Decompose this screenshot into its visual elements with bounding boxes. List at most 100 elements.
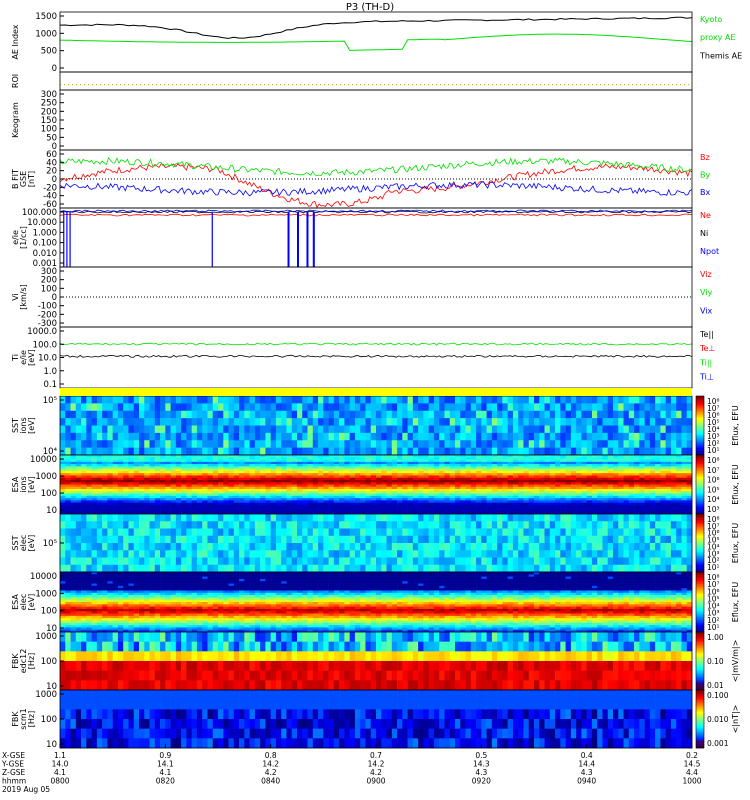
sst-ion-cell — [218, 396, 224, 404]
sst-ion-cell — [307, 403, 314, 412]
esa-ion-cell — [81, 468, 87, 472]
esa-ion-cell — [512, 504, 519, 508]
sst-ion-cell — [223, 418, 229, 426]
esa-ion-cell — [265, 495, 271, 499]
sst-elec-cell — [170, 543, 177, 551]
esa-ion-cell — [212, 466, 219, 469]
sst-ion-cell — [249, 403, 256, 412]
esa-ion-cell — [586, 473, 593, 476]
esa-ion-cell — [586, 461, 593, 465]
esa-ion-cell — [270, 484, 277, 488]
sst-ion-cell — [428, 403, 435, 412]
esa-ion-cell — [181, 461, 187, 465]
sst-elec-cell — [244, 557, 250, 566]
esa-ion-cell — [544, 459, 551, 463]
sst-elec-cell — [60, 543, 66, 551]
esa-ion-cell — [349, 498, 356, 501]
esa-ion-cell — [144, 489, 150, 492]
sst-ion-cell — [275, 410, 282, 419]
esa-ion-cell — [307, 495, 314, 499]
esa-ion-cell — [128, 479, 135, 483]
colorbar-cell-sst_i — [696, 437, 704, 440]
esa-ion-cell — [239, 498, 245, 501]
esa-ion-cell — [133, 459, 140, 463]
esa-ion-cell — [212, 511, 219, 515]
sst-ion-cell — [444, 418, 451, 426]
colorbar-cell-sst_i — [696, 441, 704, 444]
esa-ion-cell — [628, 459, 635, 463]
sst-ion-cell — [523, 418, 530, 426]
sst-elec-cell — [249, 514, 256, 522]
esa-ion-cell — [307, 464, 314, 467]
esa-ion-cell — [344, 482, 350, 485]
esa-ion-cell — [196, 484, 203, 488]
esa-ion-cell — [676, 457, 682, 460]
esa-ion-cell — [460, 498, 466, 501]
esa-ion-cell — [665, 468, 672, 472]
sst-ion-cell — [349, 396, 356, 404]
colorbar-tick-esa_i: 10⁵ — [707, 485, 720, 494]
sst-ion-cell — [555, 410, 561, 419]
esa-ion-cell — [602, 498, 609, 501]
sst-elec-cell — [402, 514, 408, 522]
sst-ion-cell — [607, 418, 614, 426]
colorbar-cell-esa_i — [696, 508, 704, 510]
esa-ion-cell — [86, 459, 92, 463]
esa-ion-cell — [376, 479, 382, 483]
sst-ion-cell — [565, 447, 572, 456]
esa-ion-cell — [260, 482, 266, 485]
colorbar-cell-sst_i — [696, 452, 704, 454]
esa-ion-cell — [239, 470, 245, 474]
esa-ion-cell — [502, 468, 508, 472]
esa-ion-cell — [660, 504, 666, 508]
esa-ion-cell — [344, 455, 350, 458]
sst-elec-cell — [207, 521, 214, 529]
esa-ion-cell — [549, 461, 556, 465]
sst-ion-cell — [128, 440, 135, 448]
esa-ion-cell — [381, 486, 387, 490]
esa-ion-cell — [518, 491, 524, 494]
esa-ion-cell — [407, 493, 414, 497]
sst-ion-cell — [491, 425, 498, 434]
esa-ion-cell — [518, 504, 524, 508]
ytick-label-density: 1.000 — [33, 228, 57, 238]
esa-ion-cell — [402, 507, 408, 510]
esa-ion-cell — [607, 459, 614, 463]
sst-elec-cell — [160, 514, 166, 522]
esa-ion-cell — [655, 504, 661, 508]
esa-ion-cell — [444, 491, 451, 494]
esa-ion-cell — [644, 466, 651, 469]
esa-ion-cell — [244, 457, 250, 460]
esa-ion-cell — [539, 495, 545, 499]
esa-ion-cell — [117, 466, 124, 469]
sst-ion-cell — [391, 403, 398, 412]
sst-elec-cell — [128, 535, 135, 544]
esa-ion-cell — [154, 493, 161, 497]
sst-ion-cell — [618, 440, 624, 448]
sst-elec-cell — [455, 528, 461, 537]
sst-elec-cell — [376, 514, 382, 522]
sst-ion-cell — [397, 447, 403, 456]
sst-ion-cell — [597, 403, 603, 412]
esa-ion-cell — [139, 504, 145, 508]
esa-ion-cell — [576, 484, 582, 488]
sst-ion-cell — [502, 410, 508, 419]
sst-ion-cell — [154, 425, 161, 434]
sst-ion-cell — [576, 403, 582, 412]
esa-ion-cell — [307, 500, 314, 503]
sst-elec-cell — [291, 521, 298, 529]
esa-ion-cell — [507, 459, 514, 463]
esa-ion-cell — [218, 493, 224, 497]
esa-ion-cell — [81, 461, 87, 465]
esa-ion-cell — [386, 498, 393, 501]
esa-ion-cell — [565, 502, 572, 506]
esa-ion-cell — [96, 461, 103, 465]
esa-ion-cell — [202, 504, 208, 508]
sst-ion-cell — [112, 403, 119, 412]
esa-ion-cell — [528, 498, 535, 501]
esa-ion-cell — [623, 477, 630, 481]
esa-ion-cell — [602, 482, 609, 485]
esa-ion-cell — [397, 511, 403, 515]
ytick-label-velocity: 100 — [41, 284, 57, 294]
legend-bfield: Bx — [700, 188, 710, 197]
